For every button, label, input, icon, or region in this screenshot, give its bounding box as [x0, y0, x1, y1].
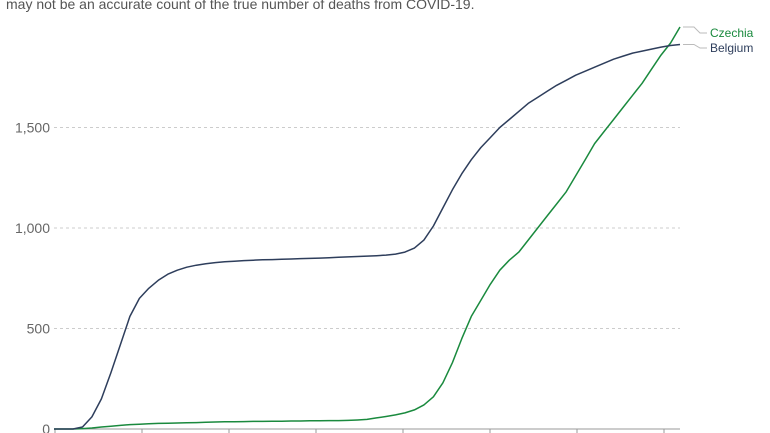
y-tick-label: 1,000 — [15, 220, 50, 236]
y-tick-label: 500 — [27, 321, 51, 337]
gridlines — [54, 127, 680, 329]
chart-note: may not be an accurate count of the true… — [6, 0, 475, 12]
legend-label-belgium[interactable]: Belgium — [710, 41, 753, 55]
legend-label-czechia[interactable]: Czechia — [710, 26, 754, 40]
legend-connector — [683, 44, 707, 49]
y-axis: 0 500 1,000 1,500 — [15, 120, 680, 433]
y-tick-label: 1,500 — [15, 120, 50, 136]
legend-connector — [683, 26, 707, 34]
series-line-belgium[interactable] — [54, 43, 681, 430]
series-line-czechia[interactable] — [54, 26, 681, 430]
y-tick-label: 0 — [42, 421, 50, 433]
series-lines — [54, 26, 681, 430]
